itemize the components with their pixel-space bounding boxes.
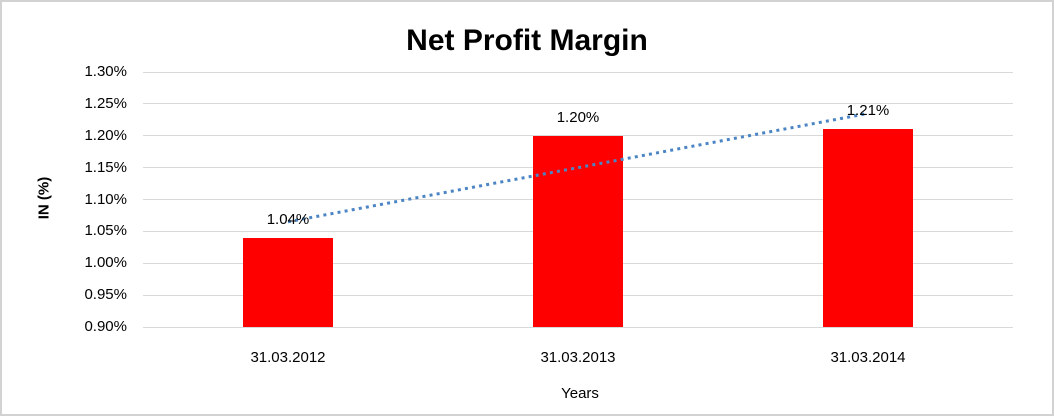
data-label: 1.21% xyxy=(846,102,890,120)
y-tick-label: 1.15% xyxy=(84,158,127,176)
y-tick-label: 0.90% xyxy=(84,318,127,335)
trendline xyxy=(287,111,869,224)
y-tick-label: 1.10% xyxy=(84,190,127,208)
y-tick-label: 1.30% xyxy=(84,63,127,80)
data-label: 1.20% xyxy=(556,108,600,126)
bar-31.03.2012 xyxy=(243,237,333,327)
y-tick-label: 1.05% xyxy=(84,222,127,240)
x-category-label: 31.03.2012 xyxy=(250,349,326,366)
y-tick-label: 1.00% xyxy=(84,254,127,272)
y-tick-label: 0.95% xyxy=(84,286,127,304)
data-label: 1.04% xyxy=(266,210,310,228)
y-tick-label: 1.20% xyxy=(84,126,127,144)
gridline xyxy=(143,326,1013,328)
trendline-svg xyxy=(287,111,869,224)
gridline xyxy=(143,103,1013,105)
bar-31.03.2013 xyxy=(533,135,623,327)
x-category-label: 31.03.2013 xyxy=(540,349,616,366)
chart-title: Net Profit Margin xyxy=(406,24,648,57)
x-axis-title: Years xyxy=(561,385,599,402)
gridline xyxy=(143,71,1013,73)
plot-area: 1.04% 1.20% 1.21% xyxy=(143,71,1013,328)
x-category-label: 31.03.2014 xyxy=(830,349,906,366)
bar-31.03.2014 xyxy=(823,129,913,327)
y-tick-label: 1.25% xyxy=(84,94,127,112)
